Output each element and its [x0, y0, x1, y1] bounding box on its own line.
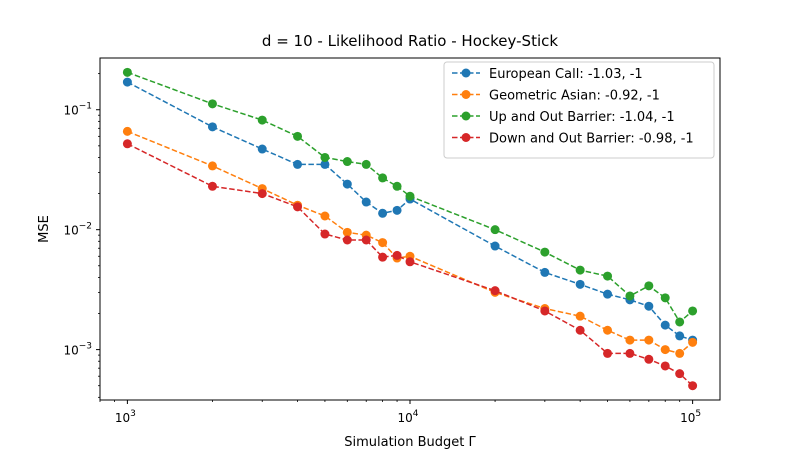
- data-point: [688, 381, 698, 391]
- data-point: [320, 152, 330, 162]
- data-point: [575, 325, 585, 335]
- y-tick-label: 10−1: [63, 102, 92, 118]
- data-point: [575, 265, 585, 275]
- x-tick-label: 103: [115, 409, 136, 425]
- data-point: [660, 345, 670, 355]
- data-point: [660, 293, 670, 303]
- legend-marker: [461, 111, 471, 121]
- data-point: [540, 306, 550, 316]
- series-3: [122, 67, 698, 327]
- legend-label: Geometric Asian: -0.92, -1: [489, 89, 660, 104]
- data-point: [675, 331, 685, 341]
- data-point: [342, 235, 352, 245]
- data-point: [342, 179, 352, 189]
- data-point: [540, 247, 550, 257]
- data-point: [660, 320, 670, 330]
- plot-area: 103 104 105 10−1 10−2 10−3: [63, 57, 721, 425]
- data-point: [257, 189, 267, 199]
- chart-title: d = 10 - Likelihood Ratio - Hockey-Stick: [262, 32, 558, 50]
- data-point: [660, 361, 670, 371]
- data-point: [675, 317, 685, 327]
- data-point: [293, 159, 303, 169]
- data-point: [675, 369, 685, 379]
- data-point: [644, 281, 654, 291]
- legend-label: European Call: -1.03, -1: [489, 67, 643, 82]
- data-point: [207, 161, 217, 171]
- data-point: [392, 250, 402, 260]
- data-point: [490, 241, 500, 251]
- x-tick-label: 104: [397, 409, 418, 425]
- legend-marker: [461, 68, 471, 78]
- data-point: [575, 311, 585, 321]
- data-point: [378, 238, 388, 248]
- data-point: [207, 99, 217, 109]
- data-point: [207, 122, 217, 132]
- data-point: [320, 229, 330, 239]
- data-point: [122, 77, 132, 87]
- x-axis-label: Simulation Budget Γ: [344, 435, 476, 450]
- data-point: [293, 202, 303, 212]
- data-point: [603, 325, 613, 335]
- data-point: [625, 291, 635, 301]
- data-point: [320, 159, 330, 169]
- data-point: [378, 173, 388, 183]
- data-point: [361, 235, 371, 245]
- legend-marker: [461, 90, 471, 99]
- data-point: [688, 306, 698, 316]
- legend-label: Down and Out Barrier: -0.98, -1: [489, 132, 694, 147]
- data-point: [122, 67, 132, 77]
- y-tick-label: 10−2: [63, 222, 92, 238]
- data-point: [392, 205, 402, 215]
- data-point: [575, 279, 585, 289]
- data-point: [644, 335, 654, 345]
- y-tick-label: 10−3: [63, 342, 92, 358]
- y-axis-label: MSE: [37, 215, 52, 243]
- legend-label: Up and Out Barrier: -1.04, -1: [489, 110, 675, 125]
- legend-box: [443, 61, 715, 159]
- legend-marker: [461, 133, 471, 142]
- data-point: [361, 159, 371, 169]
- data-point: [320, 211, 330, 221]
- data-point: [688, 337, 698, 347]
- legend-entry: Up and Out Barrier: -1.04, -1: [452, 110, 675, 125]
- data-point: [342, 157, 352, 167]
- data-point: [405, 191, 415, 201]
- data-point: [675, 348, 685, 358]
- data-point: [342, 227, 352, 237]
- series-2: [122, 126, 698, 358]
- data-point: [392, 181, 402, 191]
- data-point: [644, 301, 654, 311]
- legend: European Call: -1.03, -1 Geometric Asian:…: [443, 61, 715, 159]
- data-point: [122, 139, 132, 149]
- data-point: [603, 271, 613, 281]
- data-point: [644, 354, 654, 364]
- data-point: [293, 131, 303, 141]
- data-point: [625, 348, 635, 358]
- data-point: [490, 225, 500, 235]
- data-point: [603, 289, 613, 299]
- data-point: [257, 115, 267, 125]
- data-point: [625, 335, 635, 345]
- data-point: [378, 252, 388, 262]
- x-tick-label: 105: [680, 409, 701, 425]
- legend-entry: European Call: -1.03, -1: [452, 67, 643, 82]
- data-point: [122, 126, 132, 136]
- data-point: [207, 181, 217, 191]
- series-4: [122, 139, 698, 391]
- data-point: [378, 208, 388, 218]
- data-point: [257, 144, 267, 154]
- legend-entry: Geometric Asian: -0.92, -1: [452, 89, 660, 104]
- legend-entry: Down and Out Barrier: -0.98, -1: [452, 132, 694, 147]
- data-point: [490, 286, 500, 296]
- data-point: [603, 348, 613, 358]
- data-point: [405, 257, 415, 267]
- data-point: [361, 197, 371, 207]
- data-point: [540, 267, 550, 277]
